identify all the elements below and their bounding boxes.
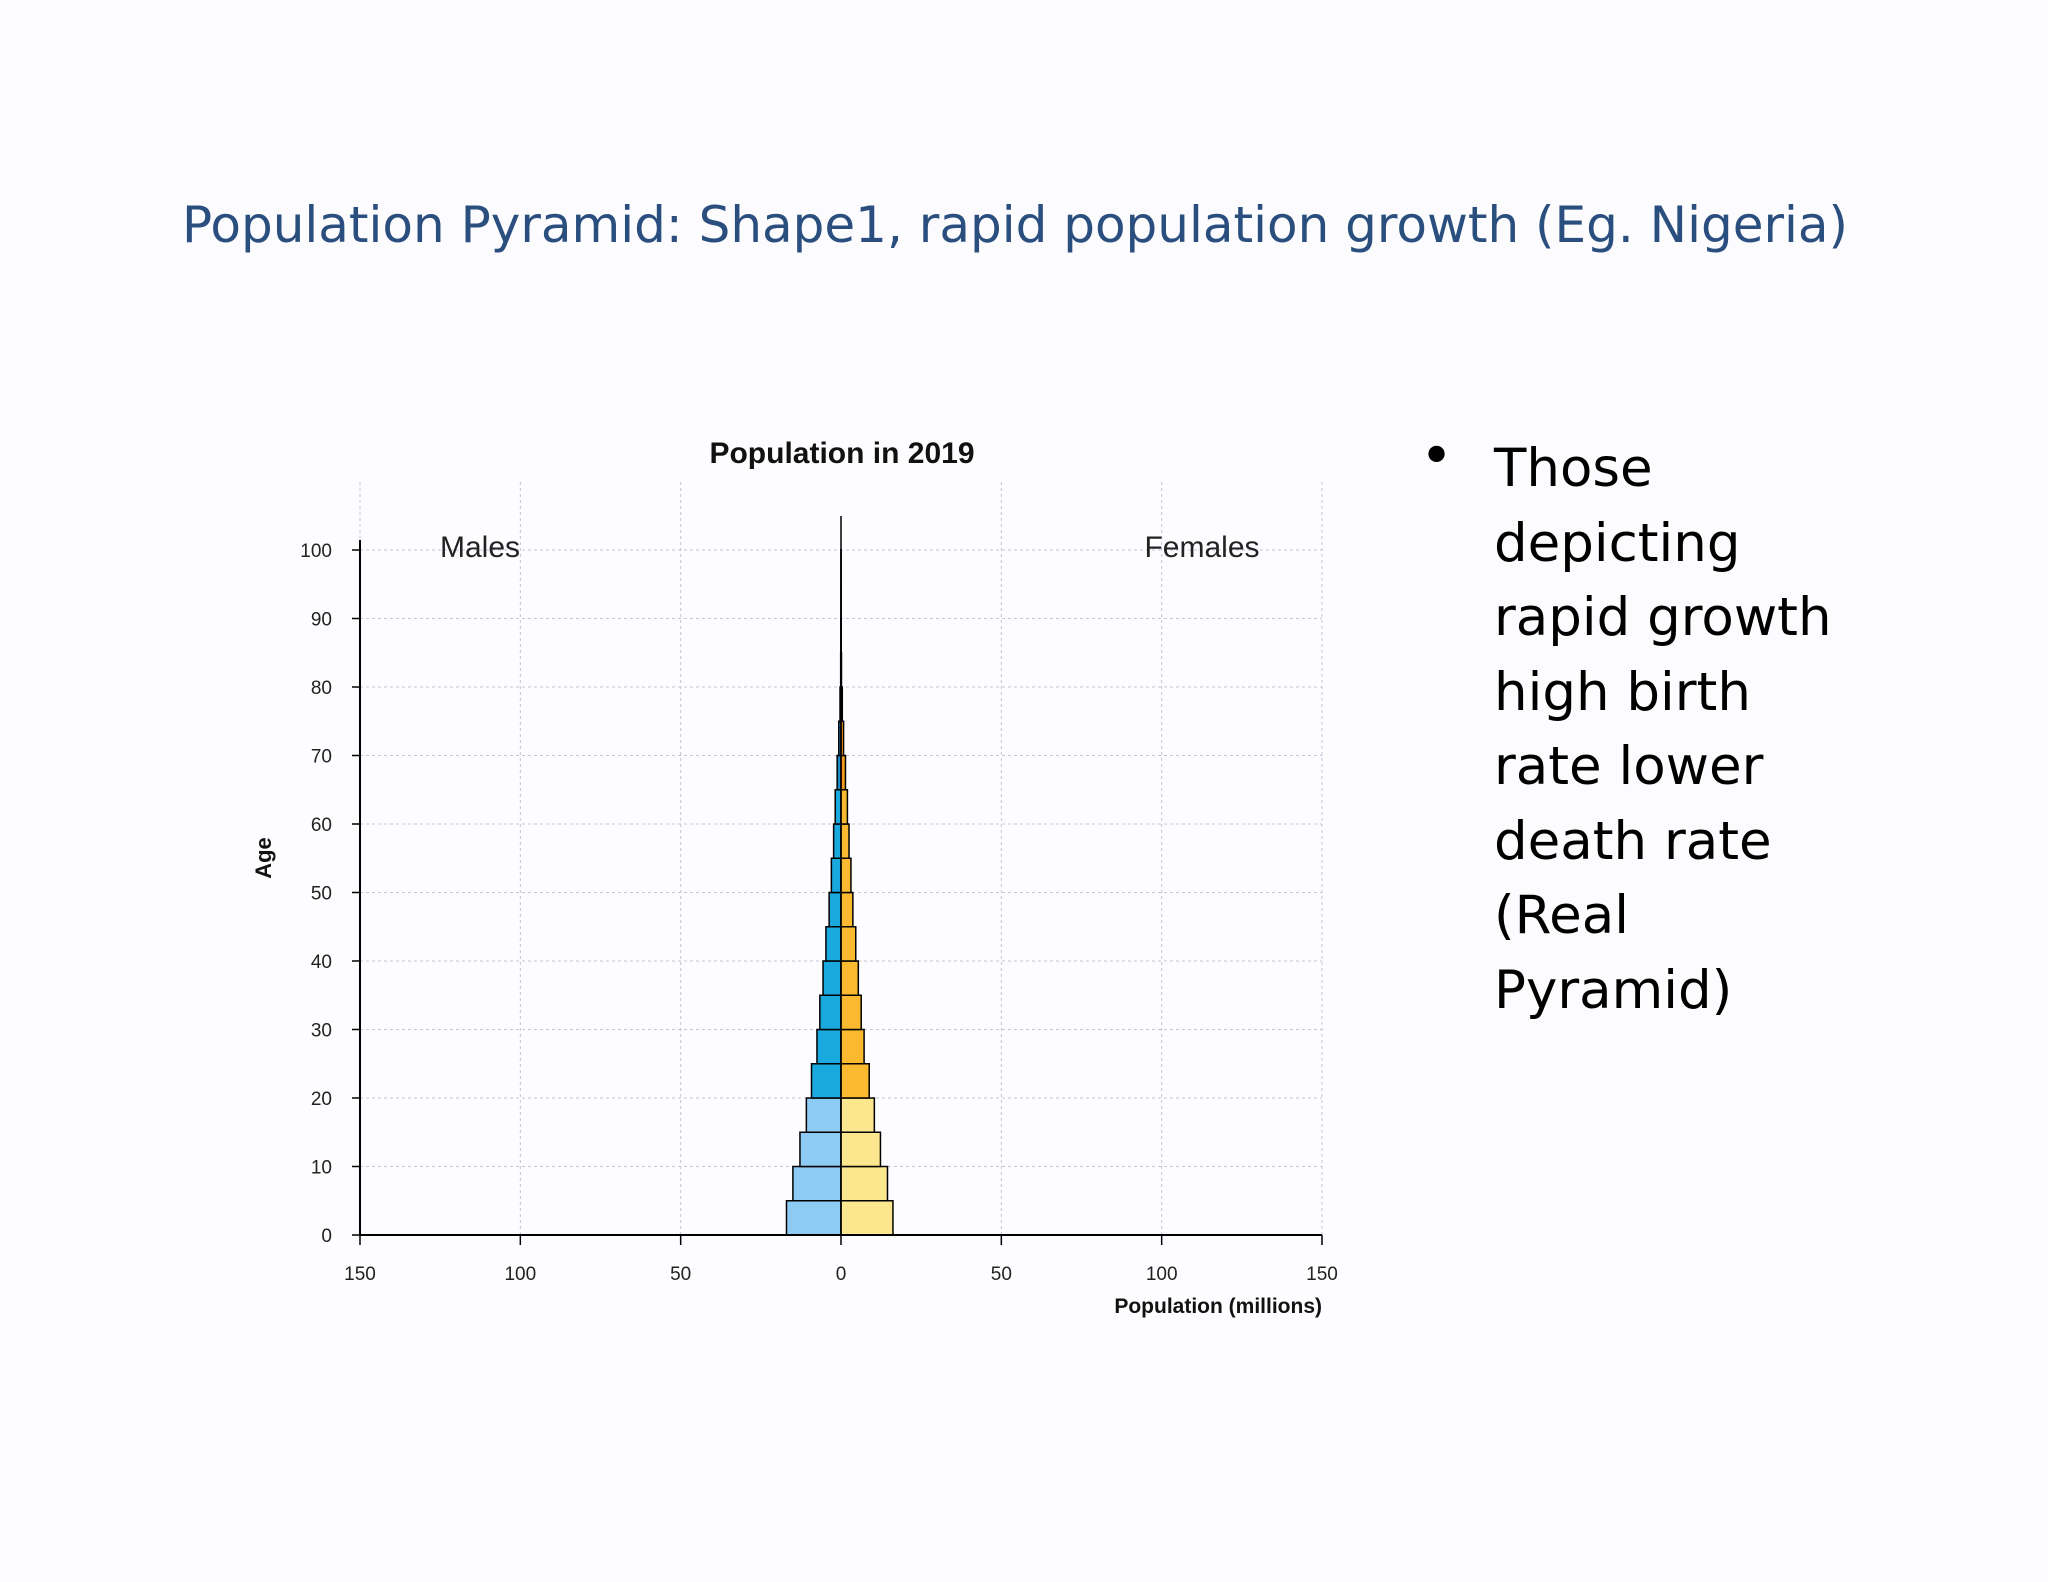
chart-panel: 0 10 20 30 40 50 60 70 80 90 100 150 100 50 0 50 100 150 … <box>212 330 1412 1330</box>
male-bar-20-24 <box>810 1063 842 1099</box>
female-bar-30-34 <box>840 994 862 1031</box>
x-tick-label: 50 <box>991 1264 1012 1285</box>
female-bar-5-9 <box>840 1165 889 1202</box>
female-bar-25-29 <box>840 1028 865 1065</box>
y-tick-label: 20 <box>311 1089 332 1110</box>
female-bar-35-39 <box>840 960 860 996</box>
y-tick-label: 50 <box>311 884 332 905</box>
bullet-item: Those depicting rapid growth high birth … <box>1494 438 1832 1021</box>
male-bar-60-64 <box>834 789 842 825</box>
male-bar-5-9 <box>792 1165 842 1202</box>
male-bar-10-14 <box>799 1131 842 1168</box>
x-tick-label: 150 <box>344 1264 376 1285</box>
y-tick-label: 90 <box>311 610 332 631</box>
female-bar-15-19 <box>840 1097 876 1133</box>
slide-title: Population Pyramid: Shape1, rapid popula… <box>182 196 1849 254</box>
male-bar-30-34 <box>819 994 842 1031</box>
female-bar-45-49 <box>840 891 854 928</box>
chart-title: Population in 2019 <box>709 437 974 470</box>
axis-layer: 0 10 20 30 40 50 60 70 80 90 100 150 100 50 0 50 100 150 <box>300 540 1338 1285</box>
y-tick-label: 60 <box>311 815 332 836</box>
x-axis-label: Population (millions) <box>1114 1295 1322 1318</box>
x-tick-label: 50 <box>670 1264 691 1285</box>
y-tick-label: 0 <box>321 1226 332 1247</box>
x-tick-label: 100 <box>1146 1264 1178 1285</box>
male-bar-25-29 <box>816 1028 842 1065</box>
female-bar-40-44 <box>840 926 857 962</box>
female-bar-55-59 <box>840 823 850 859</box>
male-bar-35-39 <box>822 960 842 996</box>
y-axis-label: Age <box>251 837 276 879</box>
male-bar-0-4 <box>785 1200 842 1236</box>
bullet-marker: • <box>1420 424 1454 489</box>
male-bar-15-19 <box>805 1097 842 1133</box>
x-tick-label: 100 <box>504 1264 536 1285</box>
male-bar-45-49 <box>828 891 842 928</box>
y-tick-label: 40 <box>311 952 332 973</box>
female-bar-0-4 <box>840 1200 894 1236</box>
female-bar-20-24 <box>840 1063 870 1099</box>
female-bar-50-54 <box>840 857 852 894</box>
y-tick-label: 100 <box>300 541 332 562</box>
x-tick-label: 0 <box>836 1264 847 1285</box>
females-label: Females <box>1144 531 1259 564</box>
male-bar-40-44 <box>825 926 842 962</box>
x-tick-label: 150 <box>1306 1264 1338 1285</box>
female-bar-60-64 <box>840 789 849 825</box>
y-tick-label: 10 <box>311 1158 332 1179</box>
y-tick-label: 70 <box>311 747 332 768</box>
male-bar-55-59 <box>832 823 842 859</box>
y-tick-label: 30 <box>311 1021 332 1042</box>
males-label: Males <box>440 531 520 564</box>
bar-layer <box>785 516 894 1236</box>
female-bar-10-14 <box>840 1131 882 1168</box>
y-tick-label: 80 <box>311 678 332 699</box>
male-bar-50-54 <box>830 857 842 894</box>
